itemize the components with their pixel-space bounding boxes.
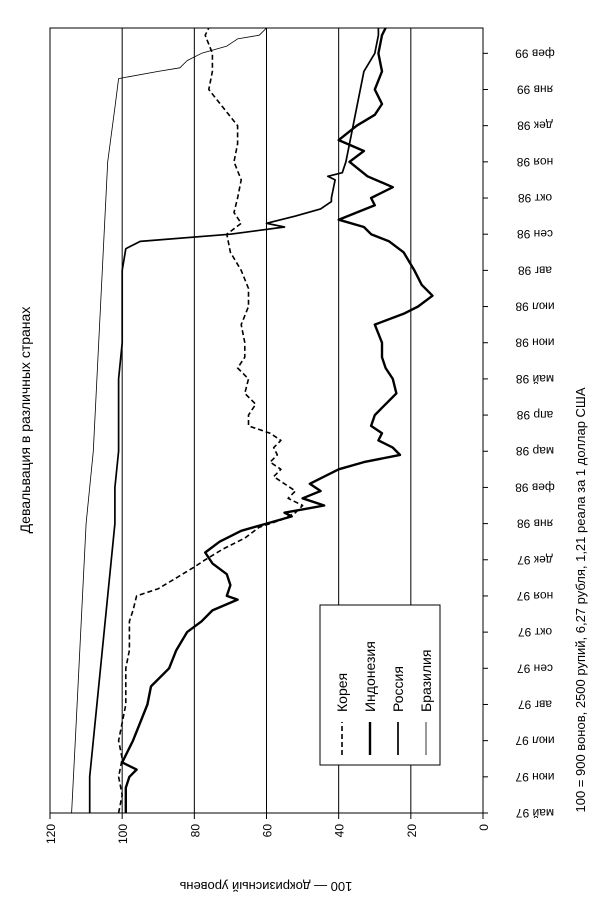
- month-tick-label: ноя 97: [516, 589, 553, 603]
- month-tick-label: фев 99: [515, 46, 555, 60]
- legend-label: Россия: [390, 666, 406, 712]
- month-tick-label: мар 98: [516, 444, 555, 458]
- legend-label: Бразилия: [418, 650, 434, 712]
- value-tick-label: 20: [405, 824, 419, 838]
- month-tick-label: авг 98: [518, 263, 552, 277]
- series-line: [71, 27, 267, 814]
- month-tick-label: янв 99: [517, 82, 554, 96]
- legend: Корея Индонезия Россия Бразилия: [319, 604, 441, 766]
- legend-entries: Корея Индонезия Россия Бразилия: [334, 641, 434, 755]
- value-axis-ticks: 0 20 40 60 80 100 120: [44, 813, 491, 844]
- chart-title: Девальвация в различных странах: [17, 307, 33, 534]
- value-tick-label: 60: [261, 824, 275, 838]
- month-tick-label: июл 97: [515, 734, 554, 748]
- month-tick-label: май 98: [516, 372, 555, 386]
- month-tick-label: июн 98: [515, 336, 554, 350]
- month-tick-label: июн 97: [515, 770, 554, 784]
- month-tick-label: окт 98: [518, 191, 553, 205]
- month-axis-ticks: май 97 июн 97 июл 97 авг 97 сен 97 окт 97 ноя …: [483, 46, 555, 820]
- legend-label: Индонезия: [362, 641, 378, 712]
- series-line: [88, 28, 380, 813]
- month-tick-label: дек 98: [517, 119, 553, 133]
- legend-label: Корея: [334, 673, 350, 712]
- value-tick-label: 120: [44, 824, 58, 844]
- month-tick-label: дек 97: [517, 553, 553, 567]
- value-tick-label: 80: [188, 824, 202, 838]
- series-line: [117, 27, 304, 814]
- month-tick-label: сен 97: [517, 661, 553, 675]
- month-tick-label: июл 98: [515, 300, 554, 314]
- footnote: 100 = 900 вонов, 2500 рупий, 6,27 рубля,…: [573, 387, 588, 812]
- y-axis-label: 100 — докризисный уровень: [179, 879, 352, 894]
- series-line: [120, 27, 434, 813]
- month-tick-label: янв 98: [517, 517, 554, 531]
- month-tick-label: ноя 98: [516, 155, 553, 169]
- month-tick-label: сен 98: [517, 227, 553, 241]
- month-tick-label: апр 98: [516, 408, 553, 422]
- value-tick-label: 0: [477, 824, 491, 831]
- value-tick-label: 40: [333, 824, 347, 838]
- series-lines: [71, 27, 434, 814]
- legend-box: [319, 604, 441, 766]
- month-tick-label: май 97: [516, 806, 555, 820]
- value-tick-label: 100: [116, 824, 130, 844]
- month-tick-label: авг 97: [518, 697, 552, 711]
- month-tick-label: фев 98: [515, 480, 555, 494]
- month-tick-label: окт 97: [518, 625, 553, 639]
